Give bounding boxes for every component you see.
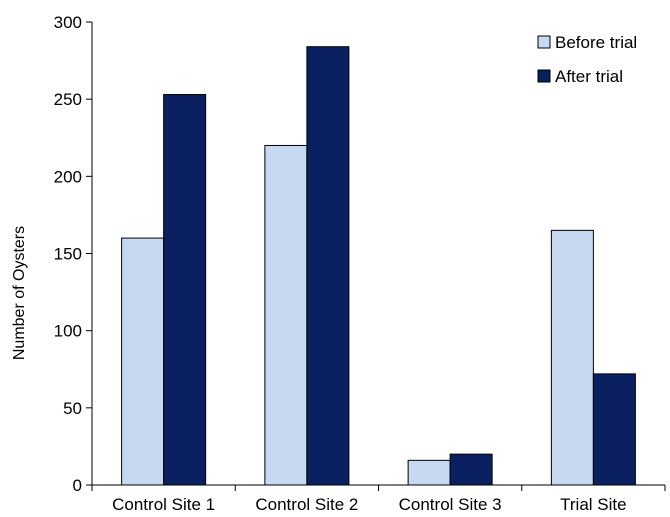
- y-tick-label: 250: [54, 90, 82, 109]
- x-tick-label: Trial Site: [560, 495, 626, 514]
- bar-after-trial: [592, 373, 636, 486]
- legend-label: Before trial: [555, 33, 637, 52]
- legend-swatch: [537, 35, 551, 49]
- bar-before-trial: [121, 237, 165, 486]
- bar-before-trial: [407, 459, 451, 486]
- bar-after-trial: [163, 94, 207, 486]
- bars-group: [121, 46, 636, 486]
- x-tick-label: Control Site 1: [112, 495, 215, 514]
- y-tick-label: 150: [54, 245, 82, 264]
- bar-after-trial: [449, 453, 493, 486]
- y-tick-label: 100: [54, 322, 82, 341]
- legend-swatch: [537, 69, 551, 83]
- y-tick-label: 200: [54, 167, 82, 186]
- bar-before-trial: [264, 144, 308, 486]
- bar-after-trial: [306, 46, 350, 486]
- x-tick-label: Control Site 3: [399, 495, 502, 514]
- x-axis-ticks: Control Site 1 Control Site 2 Control Site…: [91, 485, 666, 514]
- y-axis-label: Number of Oysters: [11, 226, 28, 360]
- y-tick-label: 0: [73, 476, 82, 495]
- legend: Before trial After trial: [537, 33, 637, 86]
- bar-before-trial: [550, 229, 594, 486]
- x-tick-label: Control Site 2: [255, 495, 358, 514]
- y-axis-ticks: 0 50 100 150 200 250 300: [54, 13, 92, 495]
- y-tick-label: 50: [63, 399, 82, 418]
- y-tick-label: 300: [54, 13, 82, 32]
- legend-label: After trial: [555, 67, 623, 86]
